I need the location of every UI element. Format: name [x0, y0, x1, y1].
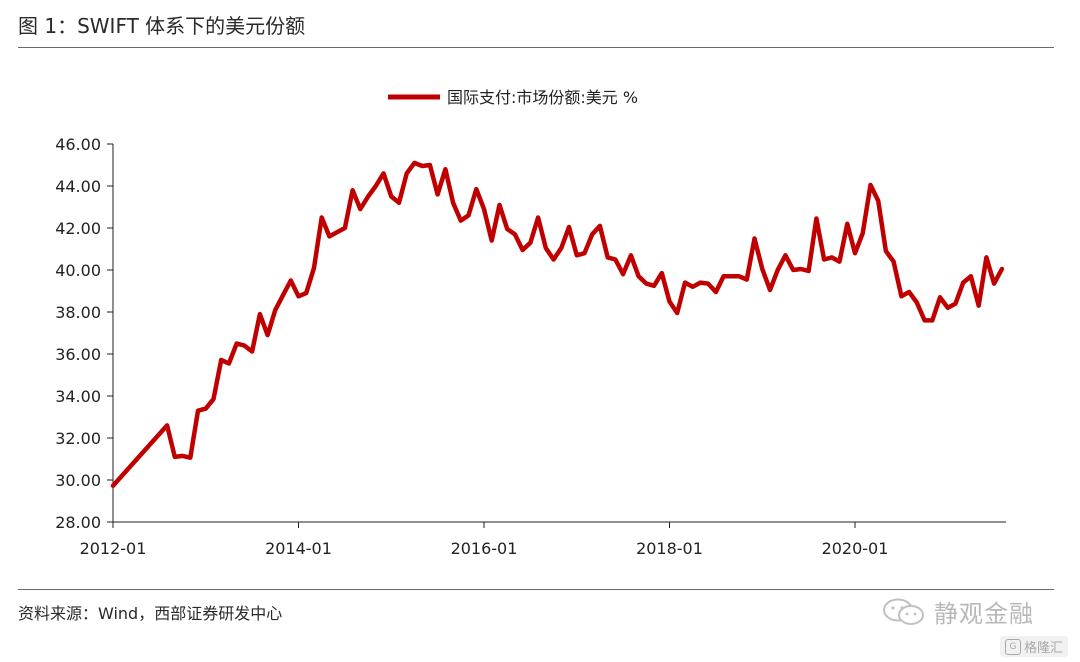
y-tick-label: 40.00: [55, 261, 101, 280]
x-tick-label: 2016-01: [451, 539, 518, 558]
y-tick-label: 32.00: [55, 429, 101, 448]
bottom-divider: [18, 589, 1054, 590]
legend-label: 国际支付:市场份额:美元 %: [447, 88, 638, 107]
g-logo-icon: G: [1005, 638, 1021, 655]
watermark: 静观金融: [882, 594, 1034, 629]
y-tick-label: 38.00: [55, 303, 101, 322]
y-tick-label: 36.00: [55, 345, 101, 364]
source-note: 资料来源：Wind，西部证券研发中心: [18, 604, 283, 623]
legend: 国际支付:市场份额:美元 %: [388, 88, 638, 107]
y-tick-label: 42.00: [55, 219, 101, 238]
figure-title: 图 1：SWIFT 体系下的美元份额: [18, 14, 306, 38]
series-layer: [110, 160, 1005, 488]
x-axis: 2012-01 2014-01 2016-01 2018-01 2020-01: [80, 521, 1006, 558]
top-divider: [18, 47, 1054, 48]
badge-text: 格隆汇: [1024, 641, 1064, 656]
y-tick-label: 28.00: [55, 513, 101, 532]
x-tick-label: 2018-01: [636, 539, 703, 558]
x-tick-label: 2020-01: [822, 539, 889, 558]
y-axis: 28.00 30.00 32.00 34.00 36.00 38.00 40.00 42.00…: [55, 135, 114, 532]
y-tick-label: 46.00: [55, 135, 101, 154]
x-tick-label: 2014-01: [265, 539, 332, 558]
y-tick-label: 30.00: [55, 471, 101, 490]
line-chart: 国际支付:市场份额:美元 % 28.00 30.00 32.00 34.00 36.00…: [55, 88, 1006, 558]
wechat-icon: [883, 598, 924, 625]
source-badge: G 格隆汇: [1000, 636, 1069, 657]
y-tick-label: 34.00: [55, 387, 101, 406]
series-line-usd-share: [110, 160, 1005, 488]
watermark-brand: 静观金融: [934, 600, 1034, 628]
x-tick-label: 2012-01: [80, 539, 147, 558]
y-tick-label: 44.00: [55, 177, 101, 196]
